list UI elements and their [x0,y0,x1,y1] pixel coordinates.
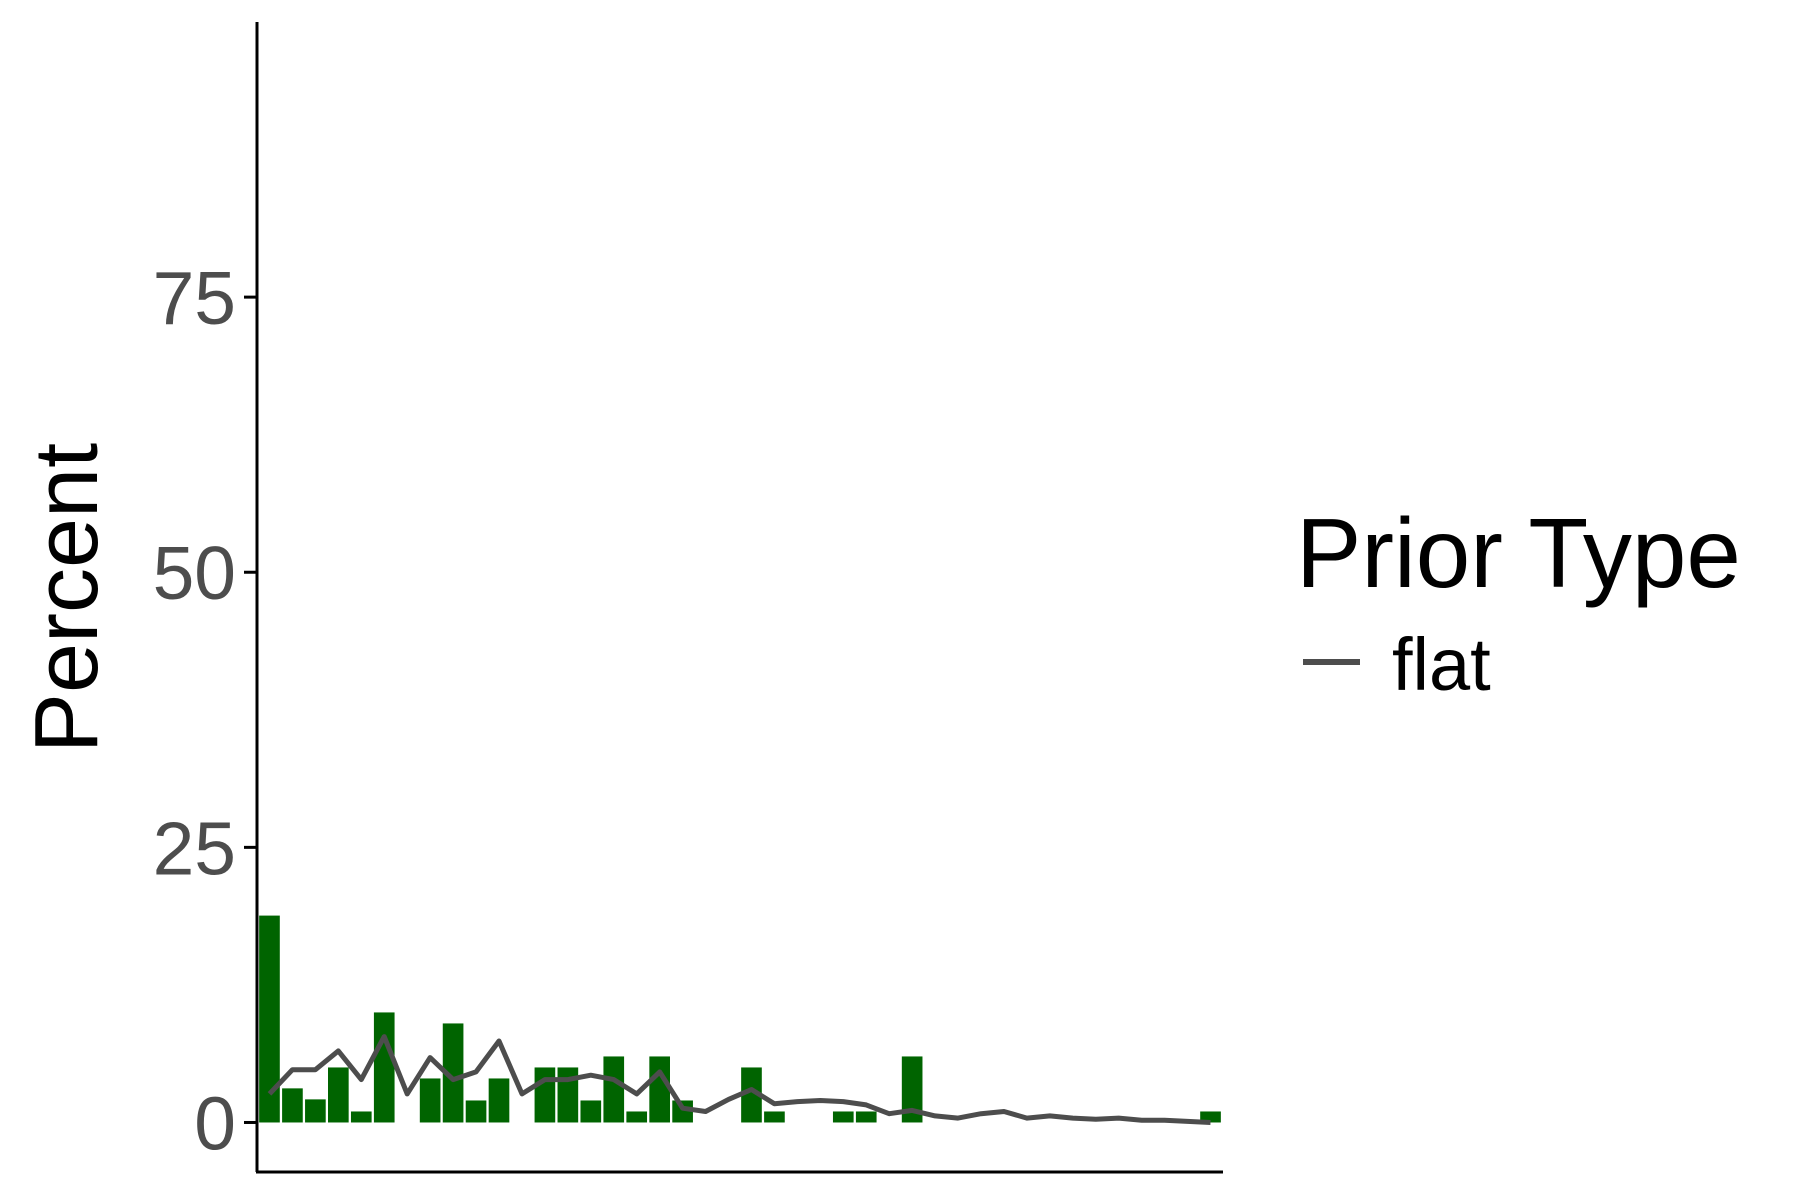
y-tick-label-50: 50 [153,531,236,615]
line-series-group [267,1034,1211,1125]
bar-group [259,915,1221,1123]
bar-27 [855,1111,877,1123]
bar-10 [465,1100,487,1123]
bar-17 [626,1111,648,1123]
bar-15 [580,1100,602,1123]
bar-29 [901,1056,923,1123]
bar-23 [764,1111,785,1123]
bar-3 [305,1099,326,1123]
legend: Prior Type flat [1296,498,1741,706]
bar-1 [259,915,280,1123]
bar-5 [350,1111,372,1123]
line-series-flat [267,1034,1211,1125]
bar-2 [282,1088,303,1123]
bar-26 [832,1111,854,1123]
bar-11 [488,1078,510,1123]
y-tick-label-75: 75 [153,256,236,340]
bar-22 [741,1067,762,1123]
legend-title: Prior Type [1296,498,1741,608]
bar-4 [328,1067,349,1123]
bar-42 [1200,1111,1221,1123]
bar-6 [373,1012,395,1123]
bar-9 [442,1023,464,1123]
bar-18 [649,1056,670,1123]
y-axis-ticks: 0 25 50 75 [153,256,257,1165]
legend-label-flat: flat [1392,623,1491,706]
bar-19 [672,1100,693,1123]
bar-8 [419,1078,441,1123]
y-axis-title: Percent [17,443,117,753]
y-tick-label-0: 0 [194,1081,236,1165]
bar-16 [603,1056,625,1123]
bar-13 [534,1067,556,1123]
y-tick-label-25: 25 [153,806,236,890]
